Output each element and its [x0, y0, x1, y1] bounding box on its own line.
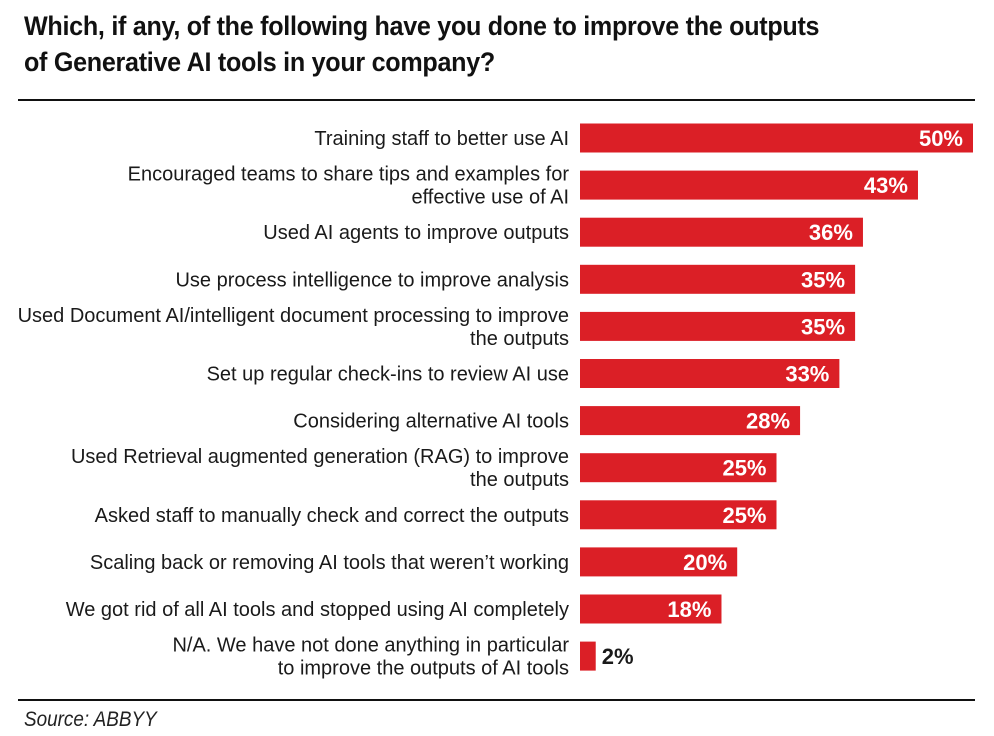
category-label: N/A. We have not done anything in partic…	[172, 635, 569, 657]
category-label: Used AI agents to improve outputs	[263, 222, 569, 244]
category-label: Set up regular check-ins to review AI us…	[207, 364, 569, 386]
value-label: 33%	[785, 362, 829, 387]
category-label: Use process intelligence to improve anal…	[175, 269, 569, 291]
value-label: 28%	[746, 409, 790, 434]
value-label: 35%	[801, 267, 845, 292]
bar	[580, 406, 801, 436]
category-label: effective use of AI	[411, 187, 569, 209]
value-label: 2%	[602, 644, 634, 669]
bar-row: Use process intelligence to improve anal…	[175, 264, 856, 294]
value-label: 43%	[864, 173, 908, 198]
bar	[580, 547, 738, 577]
category-label: Training staff to better use AI	[314, 128, 569, 150]
bar	[580, 359, 840, 388]
bar	[580, 170, 918, 200]
bar	[580, 641, 596, 671]
bar	[580, 311, 856, 341]
bar-row: Set up regular check-ins to review AI us…	[207, 359, 840, 388]
bar	[580, 217, 863, 247]
bar	[580, 453, 777, 483]
bar-row: N/A. We have not done anything in partic…	[172, 635, 633, 680]
category-label: Used Document AI/intelligent document pr…	[18, 305, 569, 327]
value-label: 25%	[722, 503, 766, 528]
value-label: 25%	[722, 456, 766, 481]
category-label: Used Retrieval augmented generation (RAG…	[71, 446, 569, 468]
value-label: 35%	[801, 314, 845, 339]
category-label: Asked staff to manually check and correc…	[95, 505, 569, 527]
value-label: 36%	[809, 220, 853, 245]
value-label: 20%	[683, 550, 727, 575]
category-label: to improve the outputs of AI tools	[278, 658, 569, 680]
source-note: Source: ABBYY	[24, 708, 157, 731]
category-label: Considering alternative AI tools	[293, 411, 569, 433]
bar-row: We got rid of all AI tools and stopped u…	[66, 594, 722, 624]
chart-title-line-1: Which, if any, of the following have you…	[24, 11, 820, 41]
bar-row: Used Retrieval augmented generation (RAG…	[71, 446, 777, 491]
value-label: 18%	[667, 597, 711, 622]
chart-title: Which, if any, of the following have you…	[24, 8, 917, 80]
bar	[580, 500, 777, 530]
category-label: Scaling back or removing AI tools that w…	[90, 552, 569, 574]
category-label: Encouraged teams to share tips and examp…	[128, 164, 570, 186]
bar-row: Used Document AI/intelligent document pr…	[18, 305, 856, 350]
category-label: We got rid of all AI tools and stopped u…	[66, 599, 569, 621]
chart-title-line-2: of Generative AI tools in your company?	[24, 47, 495, 77]
bar-row: Training staff to better use AI 50%	[314, 123, 973, 153]
value-label: 50%	[919, 126, 963, 151]
bar-row: Scaling back or removing AI tools that w…	[90, 547, 738, 577]
bar	[580, 123, 973, 153]
bar-row: Asked staff to manually check and correc…	[95, 500, 777, 530]
category-label: the outputs	[470, 328, 569, 350]
bar-row: Considering alternative AI tools 28%	[293, 406, 801, 436]
bar-row: Used AI agents to improve outputs 36%	[263, 217, 863, 247]
bar	[580, 264, 856, 294]
title-divider	[18, 99, 975, 101]
source-divider	[18, 699, 975, 701]
category-label: the outputs	[470, 469, 569, 491]
bar	[580, 594, 722, 624]
bar-row: Encouraged teams to share tips and examp…	[128, 164, 918, 209]
